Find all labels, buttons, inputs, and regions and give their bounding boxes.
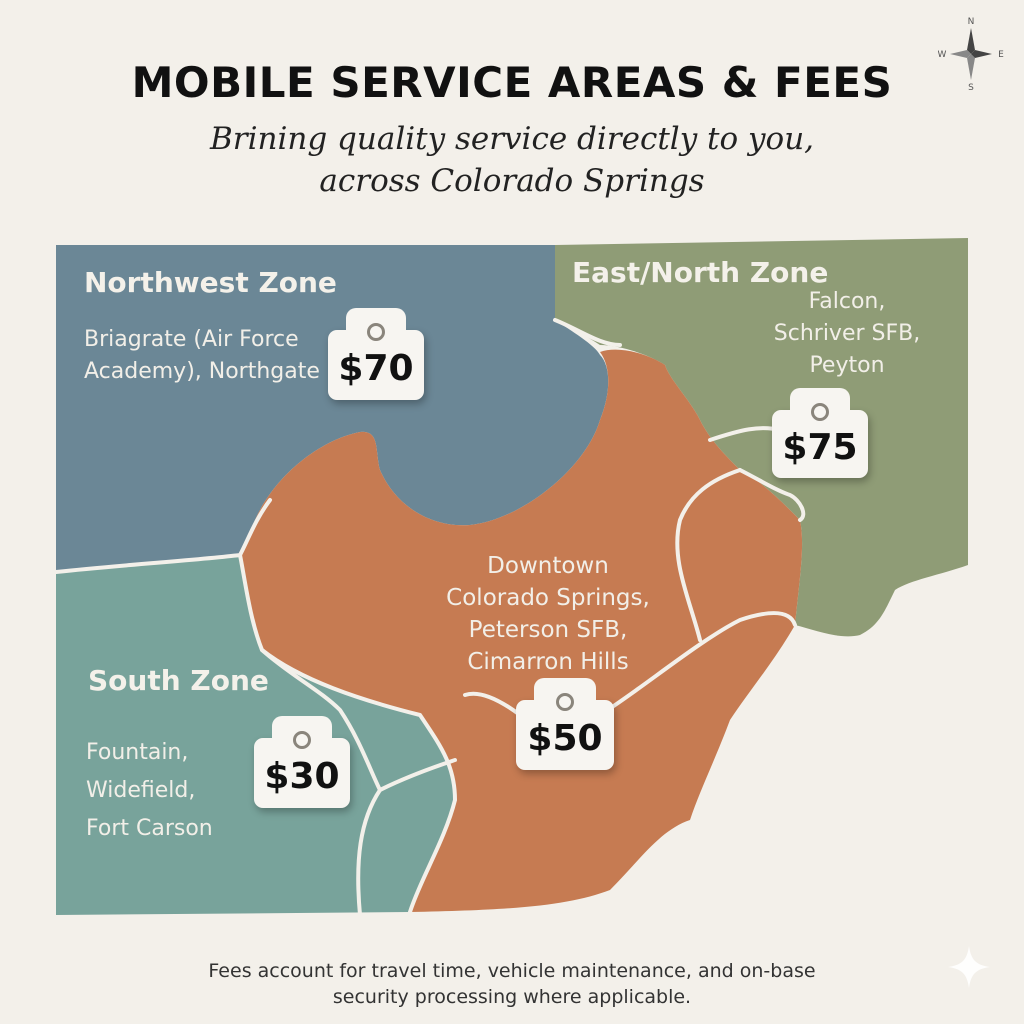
south-zone-title: South Zone	[88, 664, 269, 697]
compass-s-label: S	[968, 83, 974, 93]
sparkle-icon	[948, 946, 990, 988]
east-north-zone-places: Falcon, Schriver SFB, Peyton	[762, 286, 932, 382]
east-north-fee-tag: $75	[772, 388, 868, 478]
subtitle-line-1: Brining quality service directly to you,	[209, 121, 815, 157]
south-zone-places: Fountain, Widefield, Fort Carson	[86, 734, 213, 848]
page-title: MOBILE SERVICE AREAS & FEES	[131, 58, 893, 107]
footer-note: Fees account for travel time, vehicle ma…	[0, 958, 1024, 1010]
northwest-zone-area[interactable]	[56, 245, 609, 572]
compass-w-label: W	[938, 50, 947, 60]
northwest-zone-title: Northwest Zone	[84, 266, 337, 299]
central-zone-area[interactable]	[240, 349, 803, 912]
south-place-line-2: Widefield,	[86, 778, 196, 803]
central-place-line-1: Downtown	[487, 553, 609, 579]
east-north-place-line-2: Schriver SFB,	[773, 321, 921, 346]
south-zone-area[interactable]	[56, 555, 455, 915]
central-place-line-2: Colorado Springs,	[446, 585, 650, 611]
northwest-zone-places: Briagrate (Air Force Academy), Northgate	[84, 324, 320, 388]
south-place-line-3: Fort Carson	[86, 816, 213, 841]
east-north-fee: $75	[782, 426, 858, 468]
compass-e-label: E	[998, 50, 1004, 60]
northwest-fee-tag: $70	[328, 308, 424, 400]
footer-line-2: security processing where applicable.	[332, 986, 692, 1008]
footer-line-1: Fees account for travel time, vehicle ma…	[208, 960, 816, 982]
compass-rose-icon: N W E S	[938, 17, 1004, 93]
northwest-fee: $70	[338, 347, 414, 389]
central-fee-tag: $50	[516, 678, 614, 770]
central-fee: $50	[527, 717, 603, 759]
south-place-line-1: Fountain,	[86, 740, 189, 765]
subtitle-line-2: across Colorado Springs	[319, 163, 705, 199]
northwest-place-line-1: Briagrate (Air Force	[84, 327, 299, 352]
page-subtitle: Brining quality service directly to you,…	[112, 118, 912, 202]
tag-hole-icon	[367, 323, 385, 341]
east-north-place-line-3: Peyton	[809, 353, 885, 378]
south-fee-tag: $30	[254, 716, 350, 808]
tag-hole-icon	[811, 403, 829, 421]
central-zone-places: Downtown Colorado Springs, Peterson SFB,…	[438, 550, 658, 678]
east-north-place-line-1: Falcon,	[808, 289, 886, 314]
east-north-zone-area[interactable]	[555, 238, 968, 637]
tag-hole-icon	[556, 693, 574, 711]
tag-hole-icon	[293, 731, 311, 749]
northwest-place-line-2: Academy), Northgate	[84, 359, 320, 384]
central-place-line-4: Cimarron Hills	[467, 649, 629, 675]
south-fee: $30	[264, 755, 340, 797]
compass-n-label: N	[968, 17, 975, 27]
central-place-line-3: Peterson SFB,	[468, 617, 628, 643]
east-north-zone-title: East/North Zone	[572, 256, 829, 289]
